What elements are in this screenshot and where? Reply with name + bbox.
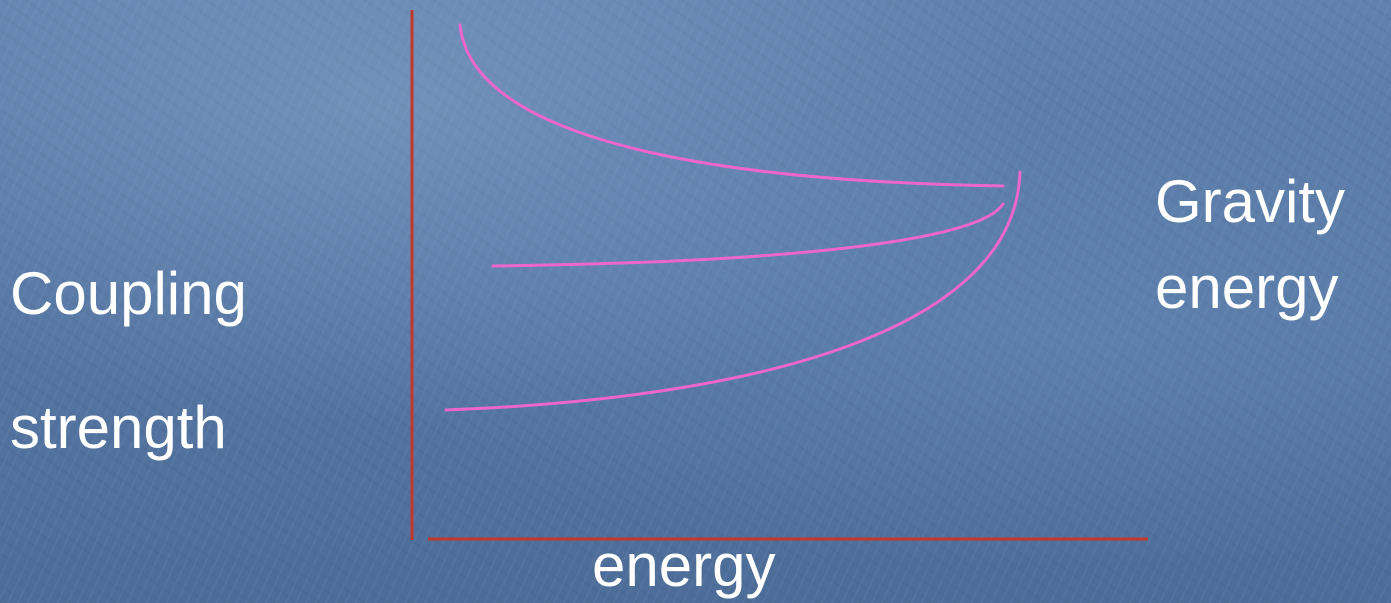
gravity-label: Gravity: [1155, 168, 1346, 235]
gravity-energy-label: energy: [1155, 254, 1339, 321]
x-axis-label: energy: [592, 532, 776, 599]
y-axis-label-coupling: Coupling: [10, 260, 247, 327]
coupling-curve-middle: [491, 202, 1005, 268]
coupling-curve-upper: [458, 23, 1005, 188]
y-axis-label-strength: strength: [10, 394, 227, 461]
coupling-curve-lower: [444, 170, 1022, 412]
